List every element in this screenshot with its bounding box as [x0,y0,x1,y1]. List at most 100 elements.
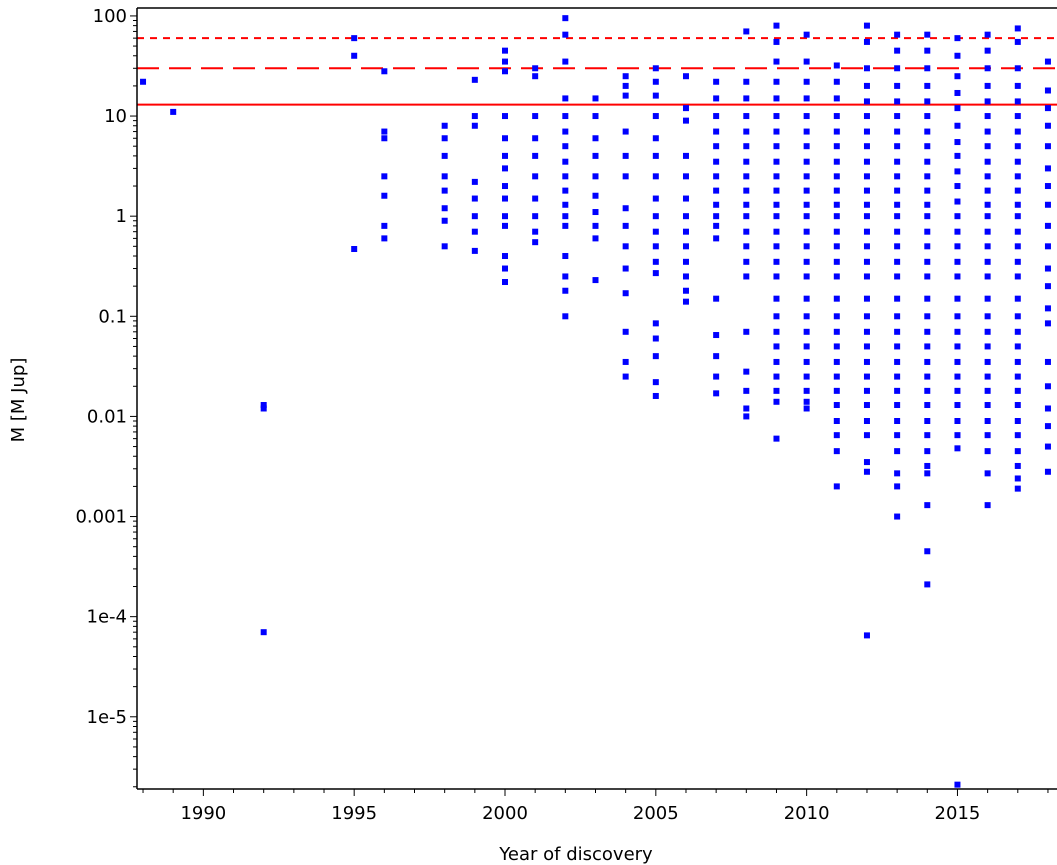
data-point [954,152,961,159]
data-point [652,353,659,360]
data-point [984,470,991,477]
data-point [1044,358,1051,365]
data-point [1044,143,1051,150]
data-point [1014,418,1021,425]
data-point [833,343,840,350]
data-point [471,195,478,202]
data-point [592,235,599,242]
data-point [954,402,961,409]
y-axis-title: M [M Jup] [8,358,29,443]
data-point [502,58,508,65]
data-point [803,58,810,65]
data-point [863,128,870,135]
data-point [471,213,478,220]
data-point [924,387,931,394]
data-point [592,113,599,120]
data-point [532,213,539,220]
data-point [682,117,689,124]
data-point [743,213,750,220]
data-point [1044,58,1051,65]
data-point [562,201,569,208]
data-point [502,195,508,202]
data-point [863,82,870,89]
data-point [954,122,961,129]
data-point [1014,432,1021,439]
data-point [984,418,991,425]
data-point [773,78,780,85]
data-point [773,295,780,302]
data-point [863,158,870,165]
data-point [803,328,810,335]
data-point [1044,183,1051,190]
data-point [773,273,780,280]
data-point [954,183,961,190]
data-point [652,270,659,277]
data-point [441,243,448,250]
data-point [863,228,870,235]
data-point [652,78,659,85]
data-point [924,462,931,469]
data-point [682,258,689,265]
data-point [532,135,539,142]
data-point [773,58,780,65]
data-point [1044,165,1051,172]
data-point [471,228,478,235]
data-point [773,435,780,442]
data-point [260,405,267,412]
data-point [622,92,629,99]
data-point [713,187,720,194]
y-tick-label: 1 [116,206,127,227]
data-point [1014,475,1021,482]
data-point [652,173,659,180]
data-point [894,470,901,477]
data-point [924,295,931,302]
data-point [954,105,961,112]
data-point [803,173,810,180]
data-point [1044,105,1051,112]
data-point [984,113,991,120]
data-point [502,135,508,142]
data-point [743,143,750,150]
data-point [652,243,659,250]
data-point [773,398,780,405]
data-point [954,198,961,205]
data-point [1014,243,1021,250]
data-point [592,192,599,199]
data-point [773,243,780,250]
data-point [502,165,508,172]
data-point [1044,405,1051,412]
data-point [924,47,931,54]
data-point [592,135,599,142]
data-point [1014,485,1021,492]
data-point [1044,423,1051,430]
data-point [954,168,961,175]
data-point [441,173,448,180]
data-point [502,47,508,54]
data-point [954,343,961,350]
data-point [1044,443,1051,450]
data-point [1014,343,1021,350]
data-point [773,213,780,220]
data-point [924,581,931,588]
data-point [894,328,901,335]
data-point [924,228,931,235]
data-point [894,258,901,265]
data-point [1014,158,1021,165]
data-point [803,128,810,135]
data-point [502,152,508,159]
data-point [894,82,901,89]
data-point [924,502,931,509]
data-point [1014,143,1021,150]
data-point [743,128,750,135]
data-point [984,243,991,250]
data-point [562,95,569,102]
data-point [652,135,659,142]
data-point [170,108,177,115]
data-point [1044,305,1051,312]
data-point [441,187,448,194]
data-point [1044,265,1051,272]
data-point [924,418,931,425]
data-point [863,313,870,320]
data-point [894,143,901,150]
